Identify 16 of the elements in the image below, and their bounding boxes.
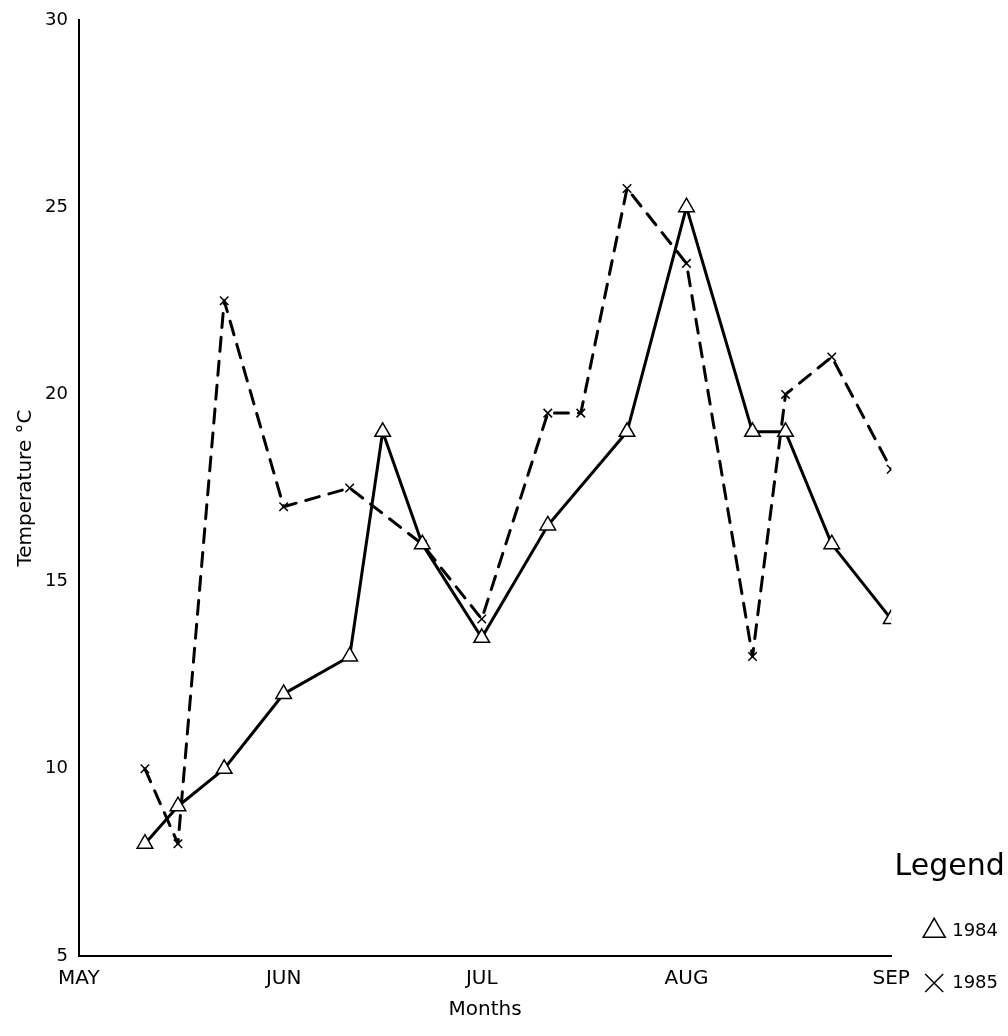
- y-tick-label: 15: [45, 569, 68, 591]
- y-axis-title: Temperature °C: [12, 409, 37, 568]
- y-tick-label: 25: [45, 194, 68, 216]
- x-axis-title: Months: [448, 996, 522, 1021]
- legend-label: 1984: [952, 918, 998, 940]
- y-tick-label: 10: [45, 756, 68, 778]
- y-tick-label: 20: [45, 382, 68, 404]
- x-tick-label: MAY: [58, 965, 101, 990]
- y-tick-label: 5: [56, 943, 68, 965]
- legend-label: 1985: [952, 970, 998, 992]
- legend-title: Legend: [894, 846, 1005, 882]
- x-tick-label: SEP: [872, 965, 910, 990]
- y-tick-label: 30: [45, 7, 68, 29]
- x-tick-label: JUN: [263, 965, 302, 990]
- x-tick-label: JUL: [463, 965, 499, 990]
- x-tick-label: AUG: [664, 965, 709, 990]
